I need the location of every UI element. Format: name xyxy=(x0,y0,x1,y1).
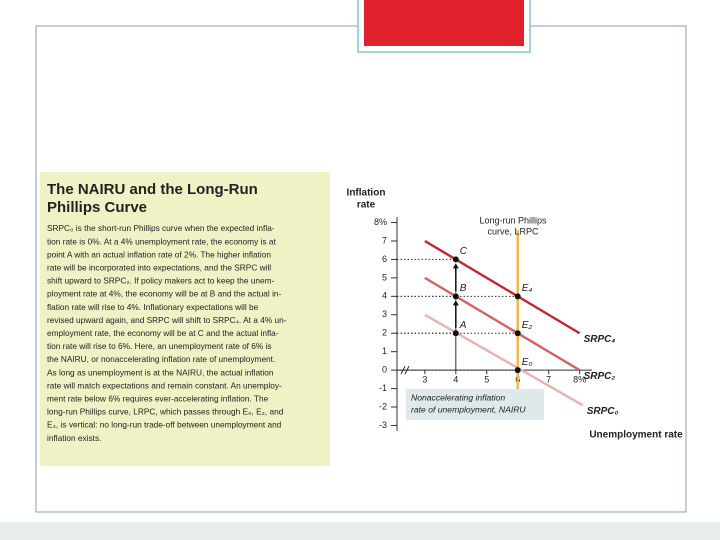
curve xyxy=(424,239,581,335)
caption-line: tion rate will rise to 6%. Here, an unem… xyxy=(47,341,272,351)
x-axis-label: Unemployment rate xyxy=(589,430,683,441)
axis-break xyxy=(400,365,410,375)
caption-line: E₄, is vertical: no long-run trade-off b… xyxy=(47,420,282,430)
lrpc-label: curve, LRPC xyxy=(487,226,539,236)
y-tick-label: 1 xyxy=(382,346,387,356)
x-tick-label: 3 xyxy=(422,374,427,384)
y-axis-label: rate xyxy=(357,200,376,211)
y-tick-label: 3 xyxy=(382,309,387,319)
y-tick-label: 7 xyxy=(382,235,387,245)
point-label: E₂ xyxy=(522,320,533,331)
series-label: SRPC₄ xyxy=(584,334,616,345)
point-label: E₀ xyxy=(522,357,533,368)
point-label: B xyxy=(460,283,467,294)
y-tick-label: 0 xyxy=(382,364,387,374)
arrow-head xyxy=(452,263,459,269)
y-tick-label: 8% xyxy=(374,217,387,227)
footer-band xyxy=(0,522,720,540)
nairu-label: Nonaccelerating inflation xyxy=(411,392,505,402)
caption-line: flation rate will rise to 4%. Inflationa… xyxy=(47,302,259,312)
series-label: SRPC₂ xyxy=(584,371,616,382)
y-tick-label: -3 xyxy=(379,420,387,430)
y-tick-label: 5 xyxy=(382,272,387,282)
caption-line: shift upward to SRPC₂. If policy makers … xyxy=(47,276,275,286)
caption-title: Phillips Curve xyxy=(47,199,147,216)
y-tick-label: 4 xyxy=(382,291,387,301)
caption-line: revised upward again, and SRPC will shif… xyxy=(47,315,287,325)
point-label: E₄ xyxy=(522,283,533,294)
y-axis-label: Inflation xyxy=(347,188,386,199)
series-label: SRPC₀ xyxy=(587,406,619,417)
caption-line: employment rate, the economy will be at … xyxy=(47,328,279,338)
caption-line: inflation exists. xyxy=(47,433,101,443)
y-tick-label: -2 xyxy=(379,401,387,411)
caption-line: ployment rate at 4%, the economy will be… xyxy=(47,289,282,299)
title-block xyxy=(364,0,524,46)
caption-line: the NAIRU, or nonaccelerating inflation … xyxy=(47,354,275,364)
point-label: C xyxy=(460,246,468,257)
y-tick-label: 2 xyxy=(382,328,387,338)
x-tick-label: 5 xyxy=(484,374,489,384)
curve xyxy=(424,313,584,407)
caption-line: rate will be incorporated into expectati… xyxy=(47,262,271,272)
nairu-box xyxy=(406,389,544,420)
x-tick-label: 7 xyxy=(546,374,551,384)
lrpc-label: Long-run Phillips xyxy=(479,215,547,225)
caption-line: rate will match expectations and remain … xyxy=(47,380,282,390)
caption-line: As long as unemployment is at the NAIRU,… xyxy=(47,367,274,377)
y-tick-label: 6 xyxy=(382,254,387,264)
x-tick-label: 4 xyxy=(453,374,458,384)
point xyxy=(452,256,459,263)
point xyxy=(514,367,521,374)
x-tick-label: 8% xyxy=(573,374,586,384)
caption-title: The NAIRU and the Long-Run xyxy=(47,181,258,198)
curve xyxy=(424,276,581,372)
point xyxy=(514,293,521,300)
point xyxy=(452,293,459,300)
caption-line: point A with an actual inflation rate of… xyxy=(47,249,271,259)
caption-line: long-run Phillips curve, LRPC, which pas… xyxy=(47,407,284,417)
caption-panel xyxy=(40,172,330,466)
caption-line: ment rate below 6% requires ever-acceler… xyxy=(47,393,269,403)
caption-line: SRPC₀ is the short-run Phillips curve wh… xyxy=(47,223,275,233)
point xyxy=(452,330,459,337)
point xyxy=(514,330,521,337)
y-tick-label: -1 xyxy=(379,383,387,393)
caption-line: tion rate is 0%. At a 4% unemployment ra… xyxy=(47,236,276,246)
point-label: A xyxy=(459,320,467,331)
nairu-label: rate of unemployment, NAIRU xyxy=(411,404,526,414)
arrow-head xyxy=(452,300,459,306)
